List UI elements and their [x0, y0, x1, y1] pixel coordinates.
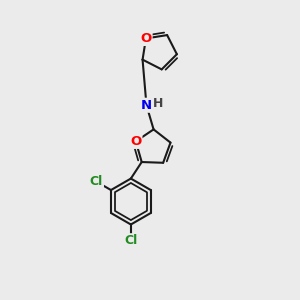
Text: N: N [141, 99, 152, 112]
Text: Cl: Cl [124, 234, 137, 247]
Text: Cl: Cl [90, 176, 103, 188]
Text: H: H [152, 97, 163, 110]
Text: O: O [130, 135, 141, 148]
Text: O: O [140, 32, 152, 45]
